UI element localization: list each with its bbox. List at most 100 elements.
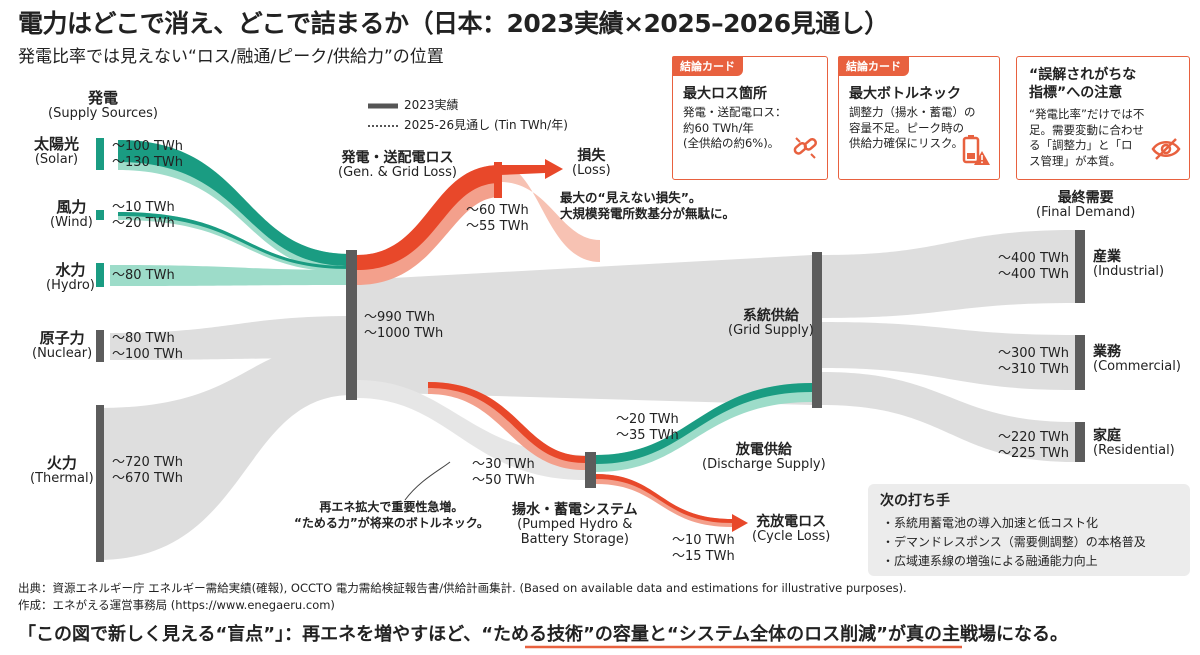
flow-loss-out-light	[500, 165, 600, 262]
source-wind-en: (Wind)	[50, 215, 93, 231]
storage-en-1: (Pumped Hydro &	[517, 517, 633, 533]
commercial-2023: 〜300 TWh	[998, 346, 1069, 361]
next-steps-item: ・広域連系線の増強による融通能力向上	[882, 554, 1098, 568]
storage-in-2023: 〜30 TWh	[472, 457, 535, 472]
next-steps-item: ・デマンドレスポンス（需要側調整）の本格普及	[882, 535, 1146, 549]
cycle-loss-2026: 〜15 TWh	[672, 549, 735, 565]
source-nuclear-label: 原子力 (Nuclear)	[32, 329, 93, 362]
storage-note-2: “ためる力”が将来のボトルネック。	[294, 515, 489, 530]
source-thermal-jp: 火力	[46, 454, 77, 472]
node-gen-loss	[494, 162, 502, 198]
source-hydro-values: 〜80 TWh	[112, 268, 175, 284]
bottom-message-part1: 「この図で新しく見える“盲点”」：再エネを増やすほど、	[18, 624, 482, 645]
node-residential	[1075, 422, 1085, 462]
card-line: 発電・送配電ロス：	[683, 105, 787, 119]
card-heading: 最大ボトルネック	[849, 86, 961, 102]
source-nuclear-jp: 原子力	[39, 329, 85, 347]
gen-loss-jp: 発電・送配電ロス	[341, 150, 454, 166]
broken-link-icon	[793, 137, 817, 159]
card-body: 調整力（揚水・蓄電）の 容量不足。ピーク時の 供給力確保にリスク。	[849, 105, 976, 152]
discharge-label: 放電供給 (Discharge Supply)	[702, 442, 826, 473]
total-2026: 〜1000 TWh	[364, 326, 444, 342]
source-thermal-values: 〜720 TWh 〜670 TWh	[112, 455, 183, 488]
storage-in-2026: 〜50 TWh	[472, 473, 535, 489]
card-body: 発電・送配電ロス： 約60 TWh/年 (全供給の約6%)。	[683, 105, 787, 152]
grid-supply-jp: 系統供給	[742, 308, 799, 324]
storage-jp: 揚水・蓄電システム	[512, 502, 638, 518]
next-steps-item: ・系統用蓄電池の導入加速と低コスト化	[882, 516, 1099, 530]
card-line: 調整力（揚水・蓄電）の	[849, 105, 976, 119]
storage-in-values: 〜30 TWh 〜50 TWh	[472, 457, 535, 490]
loss-label: 損失 (Loss)	[572, 148, 611, 179]
source-citation: 出典：資源エネルギー庁 エネルギー需給実績(確報), OCCTO 電力需給検証報…	[18, 581, 907, 595]
residential-values: 〜220 TWh 〜225 TWh	[998, 430, 1069, 463]
bottom-message-part3: が真の主戦場になる。	[888, 624, 1068, 645]
source-nuclear-en: (Nuclear)	[32, 346, 93, 362]
node-commercial	[1075, 335, 1085, 390]
industrial-2026: 〜400 TWh	[998, 267, 1069, 283]
storage-note: 再エネ拡大で重要性急増。 “ためる力”が将来のボトルネック。	[294, 500, 489, 531]
industrial-jp: 産業	[1093, 249, 1121, 265]
final-demand-label: 最終需要 (Final Demand)	[1036, 190, 1135, 221]
node-total	[346, 250, 357, 400]
discharge-en: (Discharge Supply)	[702, 457, 826, 473]
commercial-values: 〜300 TWh 〜310 TWh	[998, 346, 1069, 379]
final-demand-en: (Final Demand)	[1036, 205, 1136, 221]
page-subtitle: 発電比率では見えない“ロス/融通/ピーク/供給力”の位置	[18, 47, 444, 67]
loss-en: (Loss)	[572, 163, 611, 179]
card-heading: “誤解されがちな 指標”への注意	[1029, 67, 1136, 102]
source-solar-values: 〜100 TWh 〜130 TWh	[112, 139, 183, 172]
page-title: 電力はどこで消え、どこで詰まるか（日本：2023実績×2025–2026見通し）	[18, 9, 889, 38]
node-wind	[96, 210, 104, 220]
source-nuclear-2023: 〜80 TWh	[112, 331, 175, 346]
cycle-loss-en: (Cycle Loss)	[752, 529, 831, 545]
gen-loss-2026: 〜55 TWh	[466, 219, 529, 235]
node-thermal	[96, 405, 104, 562]
bottom-message-highlight: “ためる技術”の容量と“システム全体のロス削減”	[481, 624, 888, 645]
legend-forecast: 2025-26見通し (Tin TWh/年)	[404, 118, 568, 133]
source-solar-jp: 太陽光	[34, 135, 80, 153]
card-tag: 結論カード	[672, 56, 743, 76]
source-hydro-en: (Hydro)	[46, 278, 95, 294]
gen-loss-label: 発電・送配電ロス (Gen. & Grid Loss)	[338, 150, 457, 181]
flow-grid-to-industrial	[822, 230, 1075, 318]
bottom-message: 「この図で新しく見える“盲点”」：再エネを増やすほど、“ためる技術”の容量と“シ…	[18, 620, 1068, 646]
conclusion-card-max-loss: 結論カード 最大ロス箇所 発電・送配電ロス： 約60 TWh/年 (全供給の約6…	[672, 56, 828, 180]
card-line: 供給力確保にリスク。	[849, 136, 964, 151]
node-industrial	[1075, 230, 1085, 303]
source-solar-2026: 〜130 TWh	[112, 155, 183, 171]
sources-header-en: (Supply Sources)	[48, 106, 158, 122]
card-line: “発電比率”だけでは不	[1029, 107, 1145, 121]
flow-grid-to-residential	[822, 372, 1075, 462]
industrial-label: 産業 (Industrial)	[1093, 249, 1164, 280]
cycle-loss-jp: 充放電ロス	[756, 514, 827, 530]
residential-2023: 〜220 TWh	[998, 430, 1069, 445]
loss-note-2: 大規模発電所数基分が無駄に。	[560, 206, 736, 222]
next-steps-title: 次の打ち手	[880, 493, 950, 509]
flow-nuclear-to-total	[110, 316, 352, 360]
discharge-jp: 放電供給	[735, 442, 792, 458]
residential-jp: 家庭	[1093, 428, 1121, 444]
source-hydro-jp: 水力	[55, 261, 86, 279]
next-steps-box: 次の打ち手 ・系統用蓄電池の導入加速と低コスト化 ・デマンドレスポンス（需要側調…	[868, 484, 1190, 576]
flow-gen-loss	[357, 165, 500, 270]
gen-loss-values: 〜60 TWh 〜55 TWh	[466, 203, 529, 236]
gen-loss-en: (Gen. & Grid Loss)	[338, 165, 457, 181]
battery-warning-icon	[962, 135, 990, 165]
flow-discharge	[596, 383, 812, 464]
card-heading-line: 指標”への注意	[1029, 84, 1123, 101]
flow-thermal-to-total	[98, 342, 352, 560]
node-grid-supply	[812, 252, 822, 408]
final-demand-jp: 最終需要	[1057, 190, 1114, 206]
flow-hydro	[110, 265, 350, 286]
residential-2026: 〜225 TWh	[998, 446, 1069, 462]
industrial-en: (Industrial)	[1093, 264, 1165, 280]
source-nuclear-2026: 〜100 TWh	[112, 347, 183, 363]
flow-storage-in	[428, 382, 585, 463]
grid-supply-label: 系統供給 (Grid Supply)	[728, 308, 814, 339]
storage-label: 揚水・蓄電システム (Pumped Hydro & Battery Storag…	[512, 502, 638, 548]
flow-total-to-grid	[357, 255, 812, 405]
sources-header: 発電 (Supply Sources)	[48, 89, 158, 122]
eye-off-icon	[1151, 138, 1181, 160]
author-credit: 作成：エネがえる運営事務局 (https://www.enegaeru.com)	[18, 598, 335, 612]
